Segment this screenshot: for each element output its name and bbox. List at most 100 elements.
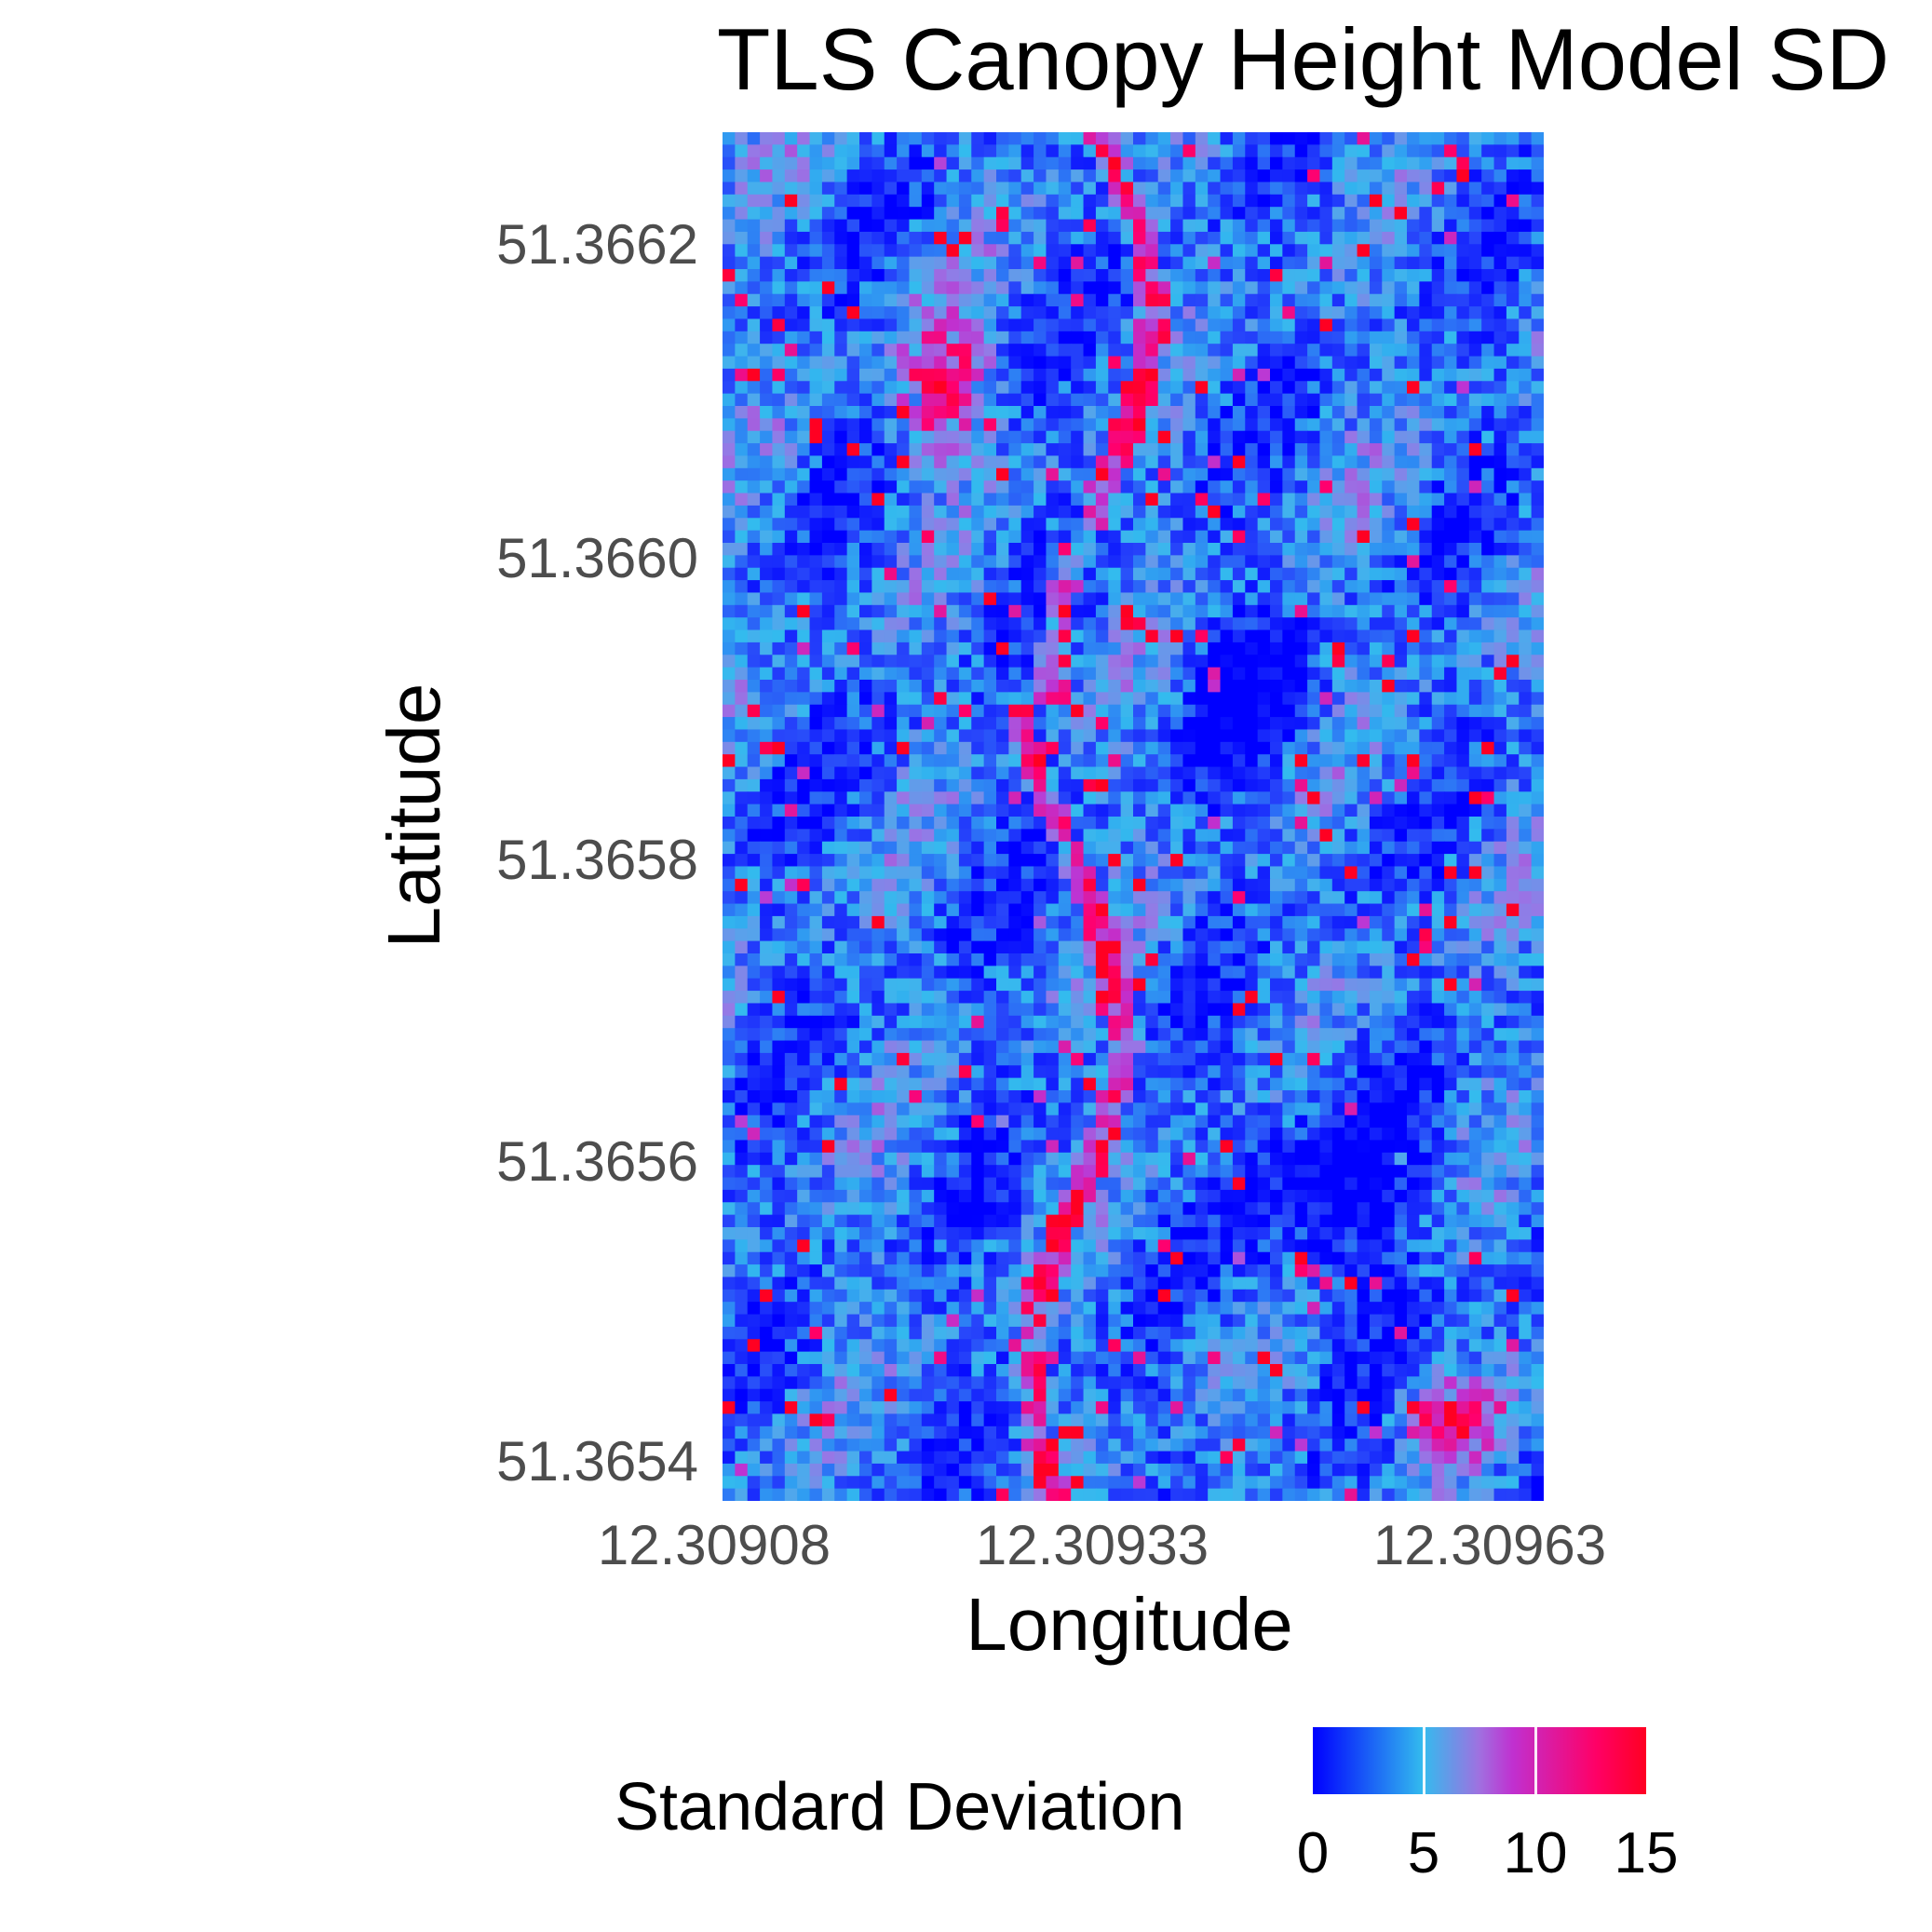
heatmap-cell	[1034, 256, 1047, 270]
heatmap-cell	[1008, 480, 1022, 494]
heatmap-cell	[1157, 480, 1171, 494]
heatmap-cell	[996, 854, 1009, 868]
heatmap-cell	[1058, 741, 1072, 755]
heatmap-cell	[1344, 331, 1358, 345]
heatmap-cell	[723, 480, 736, 494]
heatmap-cell	[1319, 244, 1333, 258]
heatmap-cell	[1331, 169, 1345, 183]
heatmap-cell	[971, 953, 985, 966]
heatmap-cell	[1208, 182, 1222, 196]
heatmap-cell	[1506, 829, 1520, 843]
heatmap-cell	[846, 791, 860, 805]
heatmap-cell	[1232, 717, 1246, 731]
heatmap-cell	[1195, 1015, 1209, 1029]
heatmap-cell	[1468, 293, 1482, 307]
heatmap-cell	[1319, 331, 1333, 345]
heatmap-cell	[983, 966, 997, 980]
heatmap-cell	[1133, 978, 1146, 992]
heatmap-cell	[1468, 928, 1482, 942]
heatmap-cell	[834, 629, 848, 643]
heatmap-cell	[1331, 791, 1345, 805]
heatmap-cell	[1294, 891, 1308, 905]
heatmap-cell	[1108, 194, 1122, 208]
heatmap-cell	[1531, 778, 1544, 792]
heatmap-cell	[897, 443, 911, 457]
heatmap-cell	[946, 580, 960, 594]
heatmap-cell	[1046, 567, 1060, 581]
heatmap-cell	[797, 804, 811, 817]
heatmap-cell	[1270, 182, 1283, 196]
heatmap-cell	[784, 1028, 798, 1042]
heatmap-cell	[1145, 804, 1159, 817]
heatmap-cell	[1444, 655, 1458, 669]
heatmap-cell	[946, 156, 960, 170]
heatmap-cell	[983, 467, 997, 481]
heatmap-cell	[1407, 430, 1420, 444]
heatmap-cell	[983, 940, 997, 954]
heatmap-cell	[1020, 207, 1034, 221]
heatmap-cell	[735, 655, 749, 669]
heatmap-cell	[1270, 169, 1283, 183]
heatmap-cell	[859, 393, 872, 407]
heatmap-cell	[983, 567, 997, 581]
heatmap-cell	[1208, 754, 1222, 768]
heatmap-cell	[1444, 518, 1458, 532]
heatmap-cell	[1208, 256, 1222, 270]
heatmap-cell	[1493, 393, 1507, 407]
heatmap-cell	[1270, 928, 1283, 942]
heatmap-cell	[760, 169, 774, 183]
heatmap-cell	[809, 543, 823, 556]
heatmap-cell	[1456, 393, 1470, 407]
heatmap-cell	[1208, 493, 1222, 507]
heatmap-cell	[1369, 704, 1383, 718]
heatmap-cell	[1046, 829, 1060, 843]
heatmap-cell	[1382, 667, 1396, 681]
heatmap-cell	[1157, 169, 1171, 183]
heatmap-cell	[1095, 829, 1109, 843]
heatmap-cell	[1157, 381, 1171, 395]
heatmap-cell	[784, 231, 798, 245]
heatmap-cell	[971, 144, 985, 158]
heatmap-cell	[1120, 356, 1134, 370]
heatmap-cell	[1270, 505, 1283, 519]
heatmap-cell	[809, 331, 823, 345]
heatmap-cell	[859, 231, 872, 245]
heatmap-cell	[1519, 493, 1533, 507]
heatmap-cell	[846, 928, 860, 942]
heatmap-cell	[884, 194, 898, 208]
heatmap-cell	[1382, 891, 1396, 905]
heatmap-cell	[821, 132, 835, 145]
heatmap-cell	[1020, 692, 1034, 706]
heatmap-cell	[723, 368, 736, 382]
heatmap-cell	[1008, 642, 1022, 655]
heatmap-cell	[1157, 443, 1171, 457]
heatmap-cell	[1008, 878, 1022, 892]
heatmap-cell	[1058, 281, 1072, 295]
heatmap-cell	[821, 219, 835, 233]
heatmap-cell	[1419, 555, 1433, 569]
heatmap-cell	[1282, 331, 1296, 345]
heatmap-cell	[723, 455, 736, 469]
heatmap-cell	[772, 1015, 786, 1029]
heatmap-cell	[971, 978, 985, 992]
heatmap-cell	[723, 505, 736, 519]
heatmap-cell	[971, 518, 985, 532]
heatmap-cell	[1319, 778, 1333, 792]
heatmap-cell	[1034, 903, 1047, 917]
heatmap-cell	[1208, 778, 1222, 792]
heatmap-cell	[1270, 406, 1283, 419]
heatmap-cell	[1008, 903, 1022, 917]
heatmap-cell	[946, 680, 960, 693]
heatmap-cell	[1257, 866, 1271, 880]
heatmap-cell	[996, 841, 1009, 855]
heatmap-cell	[921, 356, 935, 370]
heatmap-cell	[1394, 841, 1408, 855]
heatmap-cell	[1481, 940, 1495, 954]
heatmap-cell	[1493, 940, 1507, 954]
heatmap-cell	[1232, 132, 1246, 145]
heatmap-cell	[1232, 393, 1246, 407]
heatmap-cell	[934, 642, 948, 655]
heatmap-cell	[983, 207, 997, 221]
heatmap-cell	[747, 580, 761, 594]
heatmap-cell	[921, 667, 935, 681]
